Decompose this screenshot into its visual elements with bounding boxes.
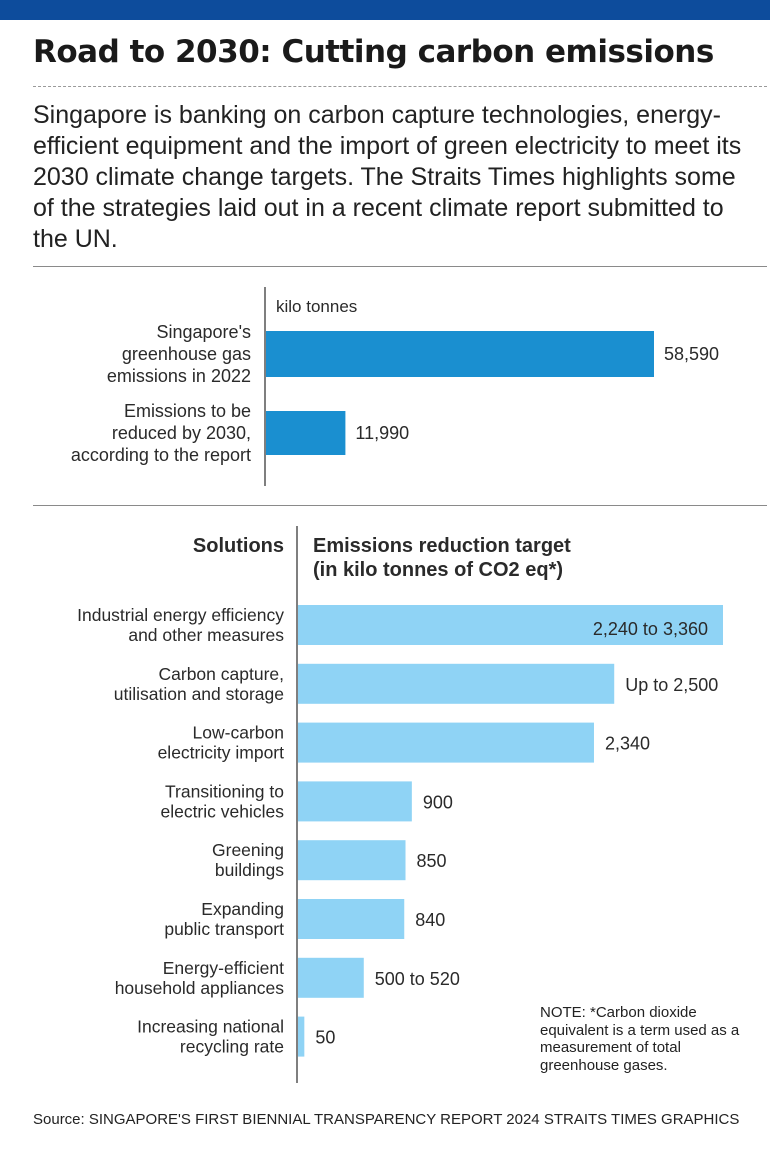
solution-bar	[298, 840, 406, 881]
footnote: NOTE: *Carbon dioxide equivalent is a te…	[540, 1004, 740, 1074]
overview-bar	[266, 331, 654, 377]
solution-value-label: 500 to 520	[375, 969, 460, 989]
divider-middle	[33, 505, 767, 506]
overview-category-label: Emissions to be	[124, 401, 251, 421]
overview-category-label: reduced by 2030,	[112, 423, 251, 443]
solution-bar	[298, 605, 723, 645]
solution-value-label: 840	[415, 910, 445, 930]
solution-bar	[298, 722, 594, 763]
solution-category-label: buildings	[215, 860, 284, 880]
solution-category-label: electricity import	[158, 743, 285, 763]
dashed-divider	[33, 86, 767, 87]
overview-unit-label: kilo tonnes	[276, 297, 357, 316]
solution-category-label: Greening	[212, 840, 284, 860]
solution-value-label: 2,240 to 3,360	[593, 619, 708, 639]
solution-category-label: Energy-efficient	[163, 958, 284, 978]
solution-category-label: Carbon capture,	[159, 664, 285, 684]
top-accent-bar	[0, 0, 770, 20]
solution-bar	[298, 663, 615, 704]
source-line: Source: SINGAPORE'S FIRST BIENNIAL TRANS…	[33, 1111, 740, 1128]
solution-value-label: 2,340	[605, 734, 650, 754]
overview-value-label: 11,990	[355, 423, 409, 443]
divider-top	[33, 266, 767, 267]
solution-bar	[298, 1016, 305, 1057]
overview-category-label: emissions in 2022	[107, 366, 251, 386]
target-header: Emissions reduction target	[313, 535, 571, 557]
solution-category-label: household appliances	[115, 978, 285, 998]
solution-category-label: recycling rate	[180, 1037, 284, 1057]
solution-category-label: and other measures	[128, 625, 284, 645]
intro-text: Singapore is banking on carbon capture t…	[33, 101, 742, 253]
solution-category-label: Industrial energy efficiency	[77, 605, 284, 625]
solution-bar	[298, 957, 364, 998]
solution-category-label: utilisation and storage	[114, 684, 284, 704]
overview-value-label: 58,590	[664, 344, 719, 364]
page-title: Road to 2030: Cutting carbon emissions	[33, 34, 714, 70]
solution-category-label: Increasing national	[137, 1017, 284, 1037]
overview-bar	[266, 411, 346, 455]
solution-value-label: Up to 2,500	[625, 675, 718, 695]
solution-value-label: 900	[423, 792, 453, 812]
overview-category-label: Singapore's	[157, 322, 252, 342]
solution-category-label: Expanding	[201, 899, 284, 919]
solution-value-label: 50	[315, 1028, 335, 1048]
solution-category-label: Transitioning to	[165, 781, 284, 801]
solution-category-label: electric vehicles	[160, 801, 284, 821]
target-header: (in kilo tonnes of CO2 eq*)	[313, 559, 563, 581]
overview-category-label: according to the report	[71, 445, 251, 465]
solutions-header: Solutions	[193, 535, 284, 557]
solution-category-label: Low-carbon	[193, 723, 284, 743]
solution-bar	[298, 781, 412, 822]
solution-bar	[298, 899, 405, 939]
solution-category-label: public transport	[164, 919, 284, 939]
solution-value-label: 850	[417, 851, 447, 871]
overview-category-label: greenhouse gas	[122, 344, 251, 364]
